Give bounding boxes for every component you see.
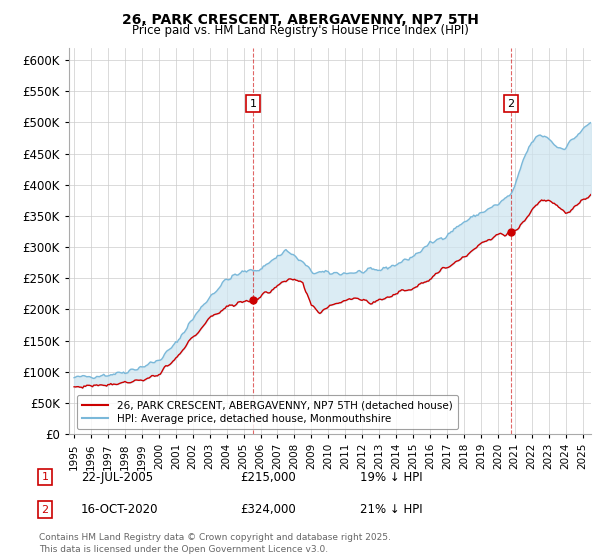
Text: 26, PARK CRESCENT, ABERGAVENNY, NP7 5TH: 26, PARK CRESCENT, ABERGAVENNY, NP7 5TH <box>122 13 478 27</box>
Text: 19% ↓ HPI: 19% ↓ HPI <box>360 470 422 484</box>
Text: 2: 2 <box>508 99 515 109</box>
Text: 22-JUL-2005: 22-JUL-2005 <box>81 470 153 484</box>
Text: 21% ↓ HPI: 21% ↓ HPI <box>360 503 422 516</box>
Text: £215,000: £215,000 <box>240 470 296 484</box>
Text: Price paid vs. HM Land Registry's House Price Index (HPI): Price paid vs. HM Land Registry's House … <box>131 24 469 37</box>
Text: 1: 1 <box>250 99 256 109</box>
Text: Contains HM Land Registry data © Crown copyright and database right 2025.
This d: Contains HM Land Registry data © Crown c… <box>39 533 391 554</box>
Text: 16-OCT-2020: 16-OCT-2020 <box>81 503 158 516</box>
Legend: 26, PARK CRESCENT, ABERGAVENNY, NP7 5TH (detached house), HPI: Average price, de: 26, PARK CRESCENT, ABERGAVENNY, NP7 5TH … <box>77 395 458 429</box>
Text: £324,000: £324,000 <box>240 503 296 516</box>
Text: 2: 2 <box>41 505 49 515</box>
Text: 1: 1 <box>41 472 49 482</box>
